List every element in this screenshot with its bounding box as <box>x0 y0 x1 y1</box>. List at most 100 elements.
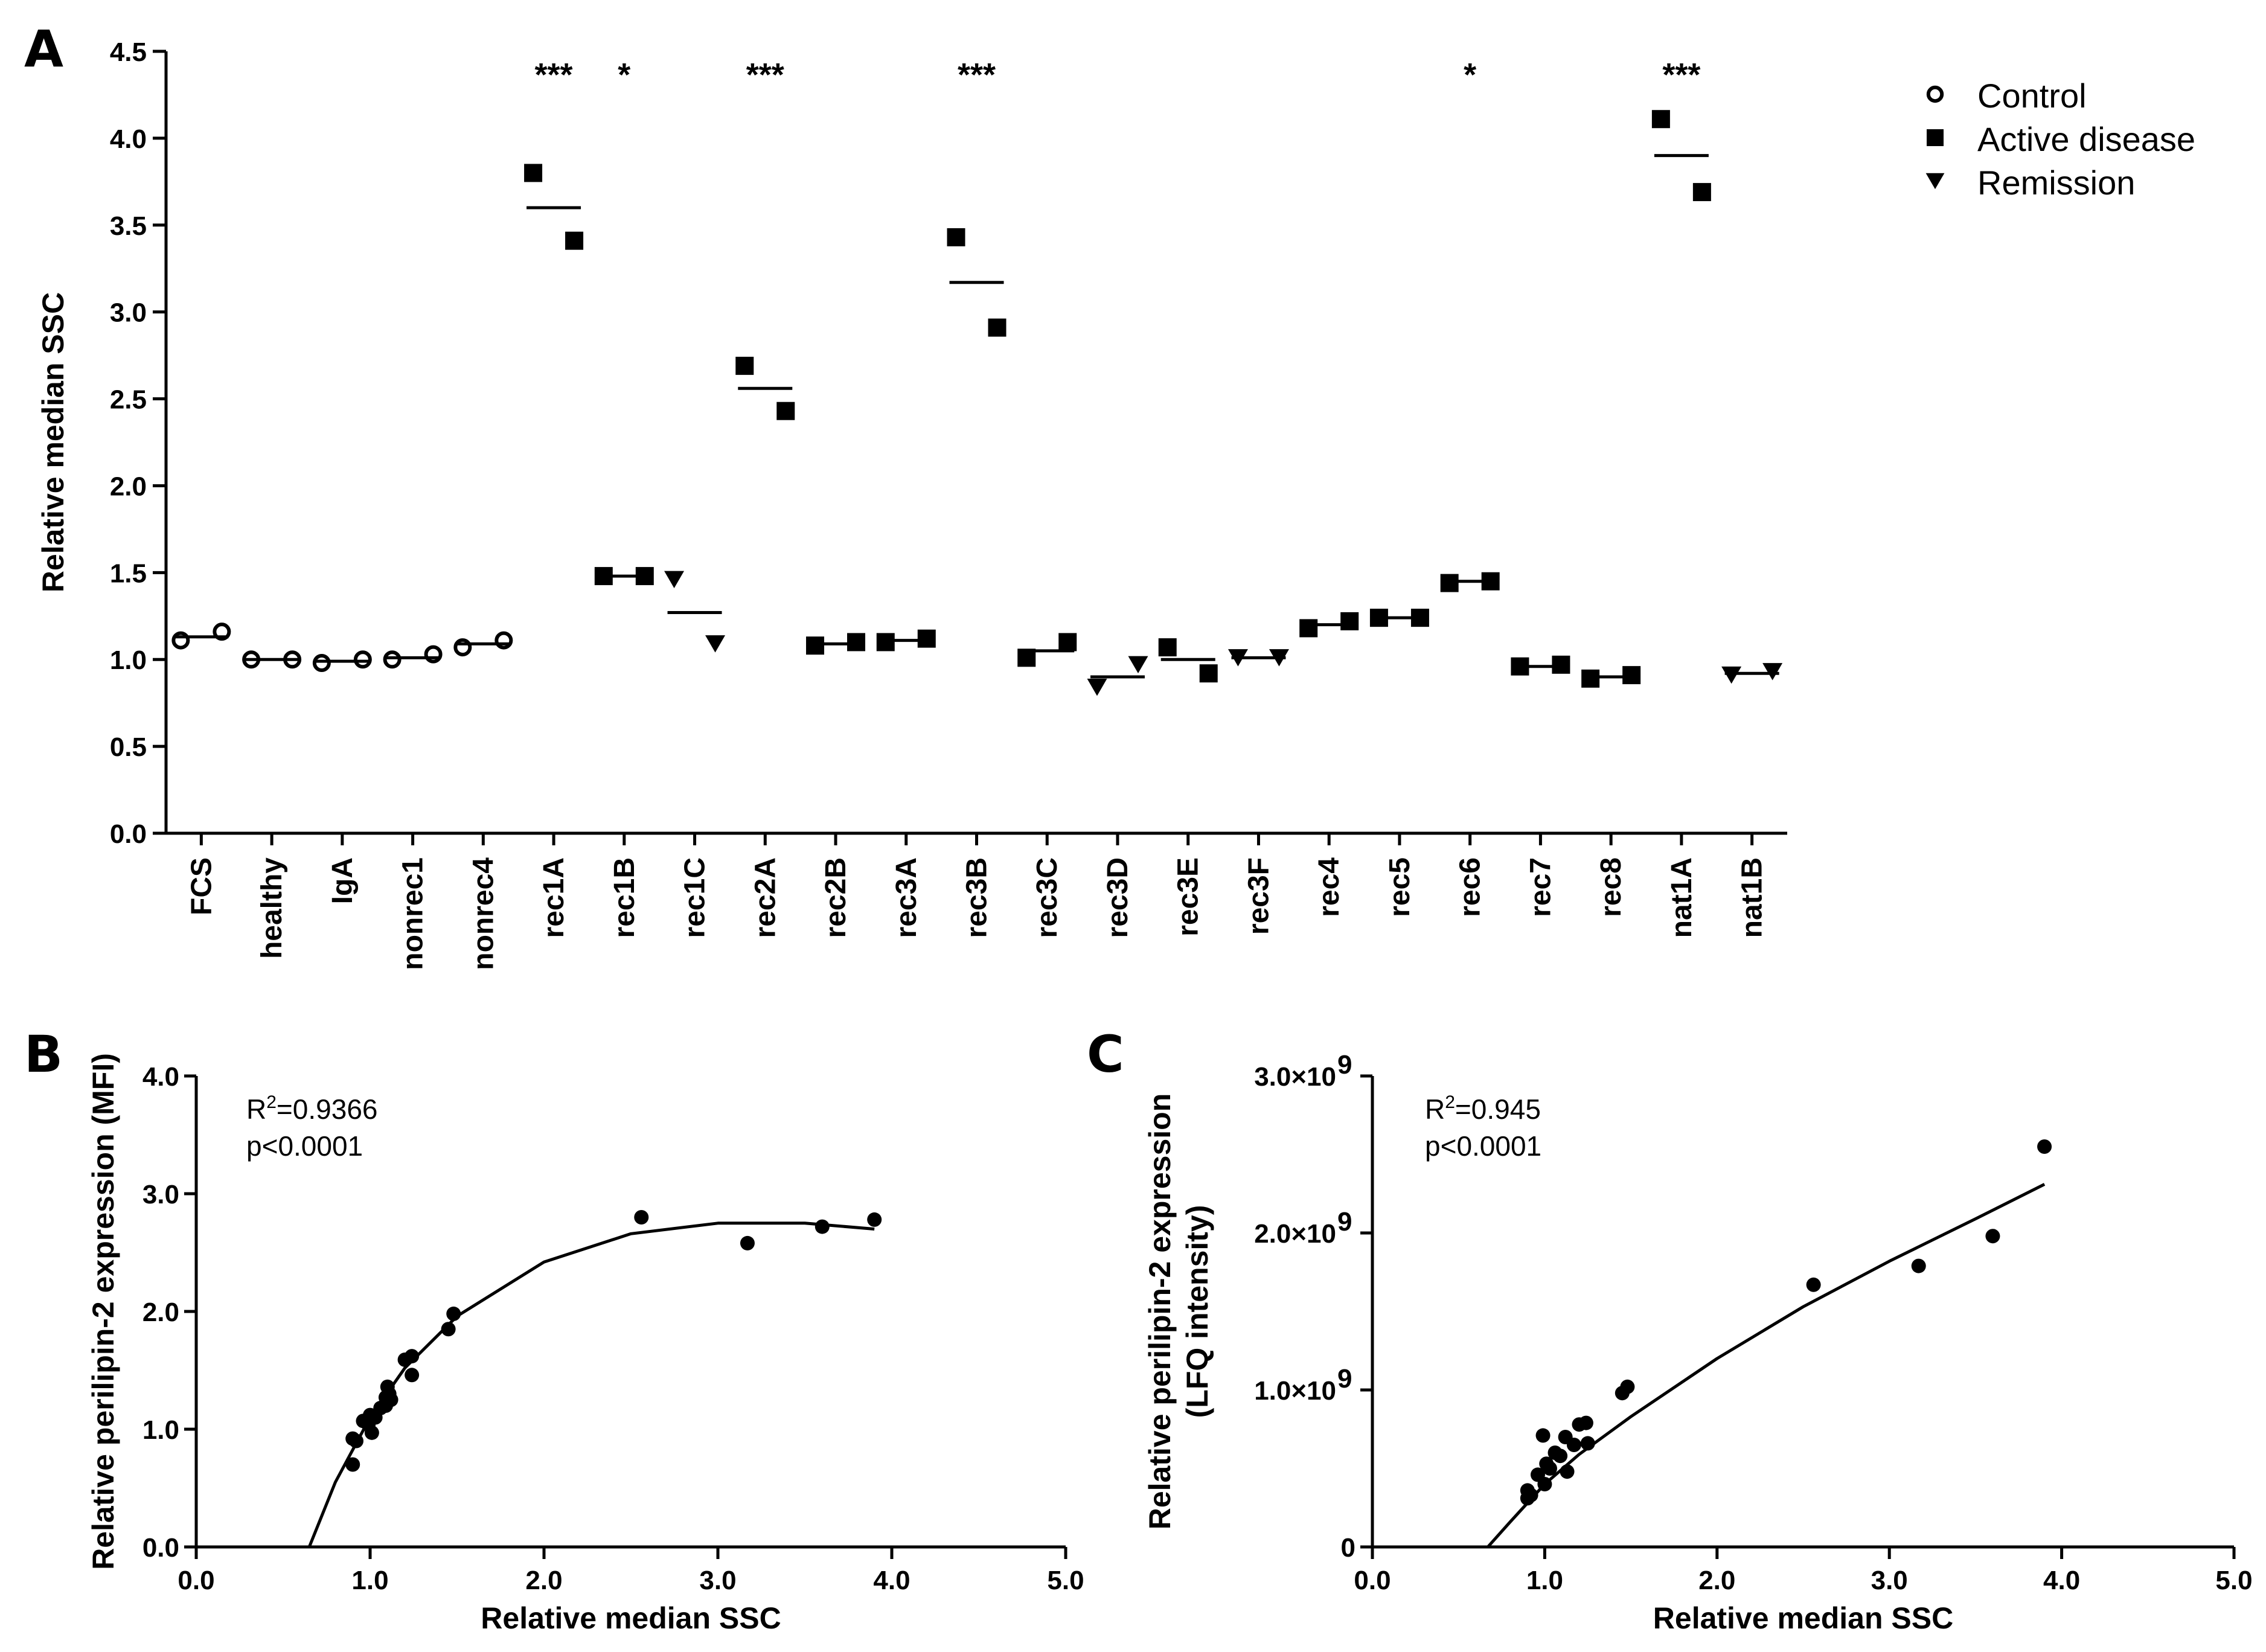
panel-c-y-tick-exponent: 9 <box>1337 1050 1352 1080</box>
panel-letter-a: A <box>24 19 63 78</box>
panel-a-y-tick-label: 2.0 <box>110 472 147 501</box>
panel-a-data-point <box>312 653 331 672</box>
panel-a-significance-marker: * <box>1464 57 1476 93</box>
panel-b-data-point <box>634 1210 649 1225</box>
panel-c-data-point <box>1542 1461 1557 1476</box>
panel-b-y-tick-label: 4.0 <box>142 1062 179 1092</box>
panel-a-y-tick-label: 1.0 <box>110 645 147 675</box>
panel-b-y-tick-label: 0.0 <box>142 1533 179 1563</box>
panel-b-data-point <box>867 1212 882 1227</box>
panel-a-data-point <box>776 402 795 420</box>
panel-b-r-squared-value: =0.9366 <box>277 1093 378 1125</box>
panel-a-significance-marker: *** <box>535 57 573 93</box>
panel-c-data-point <box>1578 1415 1593 1430</box>
panel-c-p-value: p<0.0001 <box>1425 1130 1541 1162</box>
panel-a-category-label: nat1B <box>1736 857 1768 938</box>
panel-a-significance-marker: *** <box>958 57 996 93</box>
panel-a-data-point <box>353 650 372 669</box>
panel-a-data-point <box>988 318 1007 337</box>
panel-a-category-label: rec3F <box>1243 857 1275 935</box>
panel-b-y-tick-label: 2.0 <box>142 1298 179 1327</box>
panel-a-category-label: rec3C <box>1031 857 1063 938</box>
panel-a-y-tick-label: 0.5 <box>110 732 147 762</box>
panel-a-significance-marker: * <box>618 57 630 93</box>
panel-b-r-squared-base: R <box>246 1093 266 1125</box>
panel-a-category-label: rec3B <box>961 857 993 938</box>
panel-a-legend-label: Active disease <box>1977 120 2195 158</box>
panel-a-data-point <box>1058 633 1077 652</box>
panel-a-data-point <box>947 228 965 246</box>
panel-c-y-axis-title-line2: (LFQ intensity) <box>1180 1205 1214 1418</box>
panel-b-x-tick-label: 5.0 <box>1047 1566 1084 1595</box>
panel-c-x-axis-title: Relative median SSC <box>1653 1601 1953 1635</box>
panel-c-x-tick-label: 4.0 <box>2043 1566 2080 1595</box>
panel-a-data-point <box>383 650 402 669</box>
panel-a-data-point <box>1158 638 1177 657</box>
panel-a-data-point <box>705 635 726 653</box>
panel-a-category-label: rec7 <box>1525 857 1557 917</box>
panel-a-category-label: rec2A <box>749 857 781 938</box>
panel-a-legend-marker <box>1927 129 1944 146</box>
panel-b-p-value: p<0.0001 <box>246 1130 363 1162</box>
panel-a-category-label: rec5 <box>1384 857 1416 917</box>
panel-c-data-point <box>1535 1428 1551 1443</box>
panel-a-category-label: nonrec4 <box>467 857 499 970</box>
panel-c-y-tick-label: 2.0×10 <box>1254 1219 1336 1249</box>
panel-a-data-point <box>1440 574 1459 592</box>
panel-b-data-point <box>348 1433 363 1449</box>
panel-a-category-label: rec3D <box>1102 857 1134 938</box>
panel-c-x-tick-label: 3.0 <box>1871 1566 1908 1595</box>
panel-c-r-squared-exp: 2 <box>1445 1092 1455 1112</box>
panel-letter-b: B <box>24 1025 63 1084</box>
panel-a-category-label: rec3A <box>891 857 923 938</box>
panel-b-x-tick-label: 1.0 <box>351 1566 388 1595</box>
panel-a-data-point <box>1762 663 1783 680</box>
panel-c-y-tick-base: 1.0×10 <box>1254 1376 1336 1406</box>
panel-c-y-axis-title-line1: Relative perilipin-2 expression <box>1143 1093 1177 1530</box>
panel-c-data-point <box>1806 1277 1821 1292</box>
panel-a-data-point <box>1340 612 1359 630</box>
panel-a-significance-marker: *** <box>1662 57 1700 93</box>
panel-a-category-label: rec1A <box>538 857 570 938</box>
panel-c-y-tick-exponent: 9 <box>1337 1364 1352 1394</box>
panel-c-data-point <box>2037 1139 2052 1154</box>
panel-a-significance-marker: *** <box>746 57 784 93</box>
panel-c-data-point <box>1566 1438 1581 1452</box>
panel-a-y-tick-label: 2.5 <box>110 385 147 415</box>
panel-b-chart: 0.0 1.0 2.0 3.0 4.0 5.0 0.0 1.0 2.0 3.0 4.0 Relativ… <box>86 1053 1084 1635</box>
panel-a-data-point <box>1087 679 1107 696</box>
panel-b-data-point <box>383 1392 398 1407</box>
panel-a-data-point <box>1622 666 1641 685</box>
panel-a-category-label: rec1C <box>679 857 711 938</box>
panel-c-x-tick-label: 2.0 <box>1698 1566 1735 1595</box>
panel-c-data-point <box>1560 1464 1575 1479</box>
panel-a-data-point <box>847 633 866 652</box>
panel-b-data-point <box>364 1425 379 1440</box>
panel-b-x-tick-label: 3.0 <box>699 1566 736 1595</box>
panel-b-y-tick-label: 3.0 <box>142 1180 179 1209</box>
panel-c-x-tick-label: 5.0 <box>2215 1566 2252 1595</box>
panel-c-r-squared-value: =0.945 <box>1455 1093 1541 1125</box>
panel-a-category-label: IgA <box>327 857 359 904</box>
panel-c-data-point <box>1620 1379 1635 1394</box>
panel-c-x-tick-label: 0.0 <box>1354 1566 1391 1595</box>
panel-a-data-point <box>171 631 190 650</box>
panel-c-data-point <box>1537 1477 1552 1491</box>
panel-a-y-tick-label: 1.5 <box>110 559 147 588</box>
panel-a-category-label: nat1A <box>1666 857 1698 938</box>
panel-letter-c: C <box>1087 1025 1124 1084</box>
panel-c-data-point <box>1523 1488 1538 1503</box>
panel-c-data-point <box>1553 1449 1568 1464</box>
panel-a-data-point <box>1552 655 1570 674</box>
panel-a-legend-marker <box>1926 85 1944 103</box>
panel-a-category-label: FCS <box>185 857 217 915</box>
panel-a-data-point <box>524 164 543 182</box>
panel-b-data-point <box>405 1349 420 1364</box>
panel-b-data-point <box>345 1457 360 1472</box>
panel-a-category-label: rec4 <box>1313 857 1345 917</box>
panel-a-data-point <box>565 231 584 250</box>
panel-c-r-squared: R2=0.945 <box>1425 1092 1541 1125</box>
panel-b-data-point <box>446 1306 461 1321</box>
panel-a-category-label: rec8 <box>1595 857 1627 917</box>
